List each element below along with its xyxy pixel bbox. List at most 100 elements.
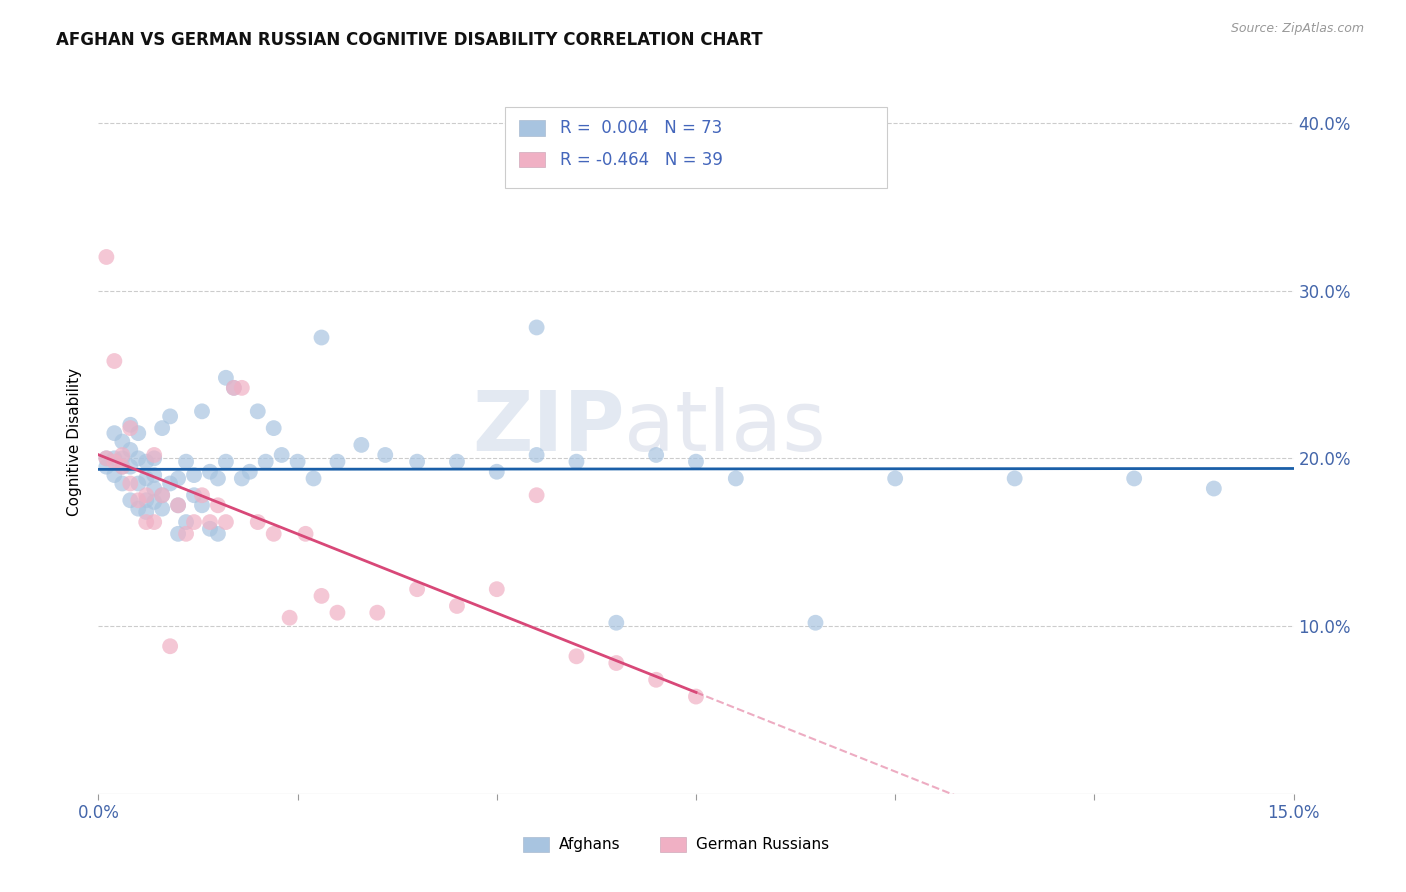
Point (183, 468, 205, 483)
Point (645, 673, 668, 687)
Point (103, 468, 125, 483)
Text: atlas: atlas (624, 387, 825, 468)
Point (446, 599, 468, 613)
Point (685, 455, 707, 469)
Point (198, 522, 221, 536)
Point (605, 656, 627, 670)
Point (103, 455, 125, 469)
Point (127, 426, 149, 441)
Point (103, 426, 125, 441)
FancyBboxPatch shape (661, 837, 686, 853)
Point (150, 421, 173, 435)
Point (198, 465, 221, 479)
Text: R =  0.004   N = 73: R = 0.004 N = 73 (560, 119, 721, 137)
Point (127, 476, 149, 491)
Point (215, 371, 238, 385)
Point (207, 498, 229, 512)
Point (1004, 471, 1026, 485)
Point (565, 455, 588, 469)
Point (135, 505, 157, 519)
Point (96, 451, 118, 466)
Point (127, 493, 149, 508)
Point (143, 468, 166, 483)
Point (159, 639, 181, 653)
Point (287, 455, 309, 469)
Point (254, 455, 277, 469)
Text: Source: ZipAtlas.com: Source: ZipAtlas.com (1230, 22, 1364, 36)
Point (278, 611, 301, 625)
Point (215, 455, 238, 469)
Text: Afghans: Afghans (558, 837, 620, 852)
Point (311, 589, 333, 603)
Point (103, 451, 125, 466)
Point (127, 451, 149, 466)
Point (135, 455, 157, 469)
Y-axis label: Cognitive Disability: Cognitive Disability (67, 368, 83, 516)
Point (565, 649, 588, 664)
Point (366, 606, 388, 620)
Point (120, 442, 142, 457)
Point (804, 615, 827, 630)
Point (215, 515, 238, 529)
Point (374, 448, 396, 462)
Point (174, 455, 197, 469)
Point (167, 498, 190, 512)
Point (143, 482, 166, 496)
Point (167, 498, 190, 512)
Point (135, 515, 157, 529)
Point (159, 476, 181, 491)
Point (150, 501, 173, 516)
Point (246, 404, 269, 418)
Point (111, 448, 134, 462)
Point (120, 417, 142, 432)
FancyBboxPatch shape (505, 107, 887, 188)
Point (150, 488, 173, 502)
Point (302, 471, 325, 485)
Point (96, 250, 118, 264)
Point (143, 495, 166, 509)
Point (446, 455, 468, 469)
Point (120, 476, 142, 491)
Point (120, 421, 142, 435)
Point (120, 493, 142, 508)
Point (120, 459, 142, 474)
Point (174, 515, 197, 529)
Point (270, 448, 292, 462)
Point (135, 493, 157, 508)
Point (231, 471, 253, 485)
Point (350, 438, 373, 452)
Point (96, 451, 118, 466)
Point (150, 488, 173, 502)
Point (685, 690, 707, 704)
Point (222, 381, 245, 395)
Text: German Russians: German Russians (696, 837, 830, 852)
Point (406, 455, 429, 469)
Text: ZIP: ZIP (472, 387, 624, 468)
Point (326, 455, 349, 469)
Point (159, 409, 181, 424)
Point (263, 526, 285, 541)
Point (724, 471, 747, 485)
Point (96, 459, 118, 474)
Point (645, 448, 668, 462)
Point (143, 448, 166, 462)
Point (526, 320, 548, 334)
Point (246, 515, 269, 529)
Point (406, 582, 429, 597)
Point (526, 488, 548, 502)
FancyBboxPatch shape (519, 120, 546, 136)
Text: R = -0.464   N = 39: R = -0.464 N = 39 (560, 151, 723, 169)
Point (1202, 482, 1225, 496)
Point (198, 515, 221, 529)
Point (191, 404, 214, 418)
Point (231, 381, 253, 395)
Point (183, 488, 205, 502)
Point (311, 330, 333, 344)
Point (263, 421, 285, 435)
Point (167, 526, 190, 541)
Point (111, 459, 134, 474)
Point (111, 476, 134, 491)
Point (239, 465, 262, 479)
Point (605, 615, 627, 630)
Point (326, 606, 349, 620)
